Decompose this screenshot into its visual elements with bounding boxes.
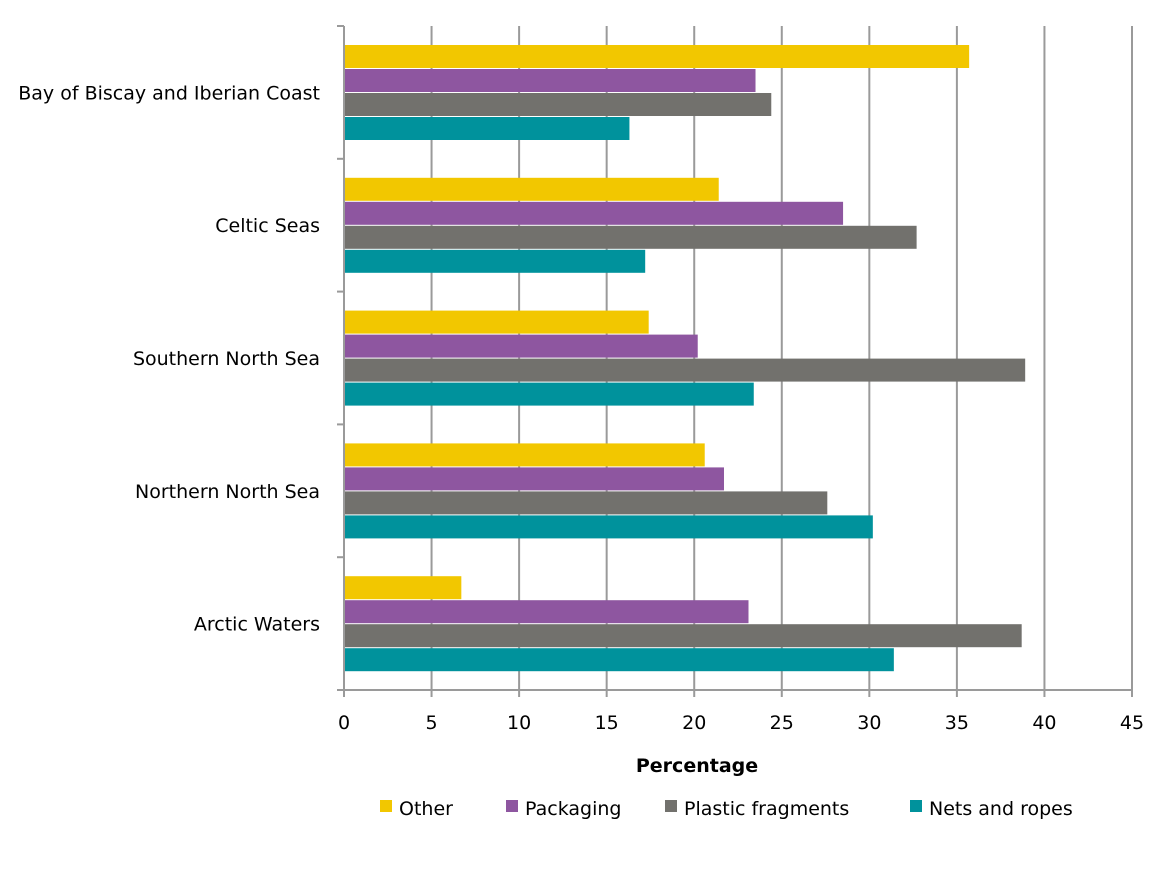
x-tick-label: 35 <box>945 712 969 734</box>
bar-plastic-fragments <box>345 358 1026 382</box>
legend-label: Other <box>399 798 453 820</box>
bar-nets-and-ropes <box>345 648 894 672</box>
bar-packaging <box>345 201 844 225</box>
legend-swatch <box>910 800 922 812</box>
x-axis-title: Percentage <box>636 755 758 777</box>
bar-nets-and-ropes <box>345 515 873 539</box>
legend-swatch <box>380 800 392 812</box>
bar-packaging <box>345 467 724 491</box>
category-label: Celtic Seas <box>215 215 320 237</box>
x-tick-labels: 0 5 10 15 20 25 30 35 40 45 <box>338 712 1144 734</box>
bar-nets-and-ropes <box>345 117 630 140</box>
bar-other <box>345 310 649 334</box>
bar-nets-and-ropes <box>345 249 646 273</box>
legend-label: Plastic fragments <box>684 798 849 820</box>
category-label: Southern North Sea <box>133 348 320 370</box>
bars <box>345 45 1026 672</box>
bar-packaging <box>345 69 756 92</box>
bar-nets-and-ropes <box>345 382 754 406</box>
bar-plastic-fragments <box>345 225 917 249</box>
legend-swatch <box>665 800 677 812</box>
bar-other <box>345 45 970 68</box>
bar-packaging <box>345 334 698 358</box>
bar-plastic-fragments <box>345 491 828 515</box>
legend-swatch <box>506 800 518 812</box>
x-tick-label: 5 <box>426 712 438 734</box>
bar-other <box>345 443 705 467</box>
legend-label: Packaging <box>525 798 621 820</box>
legend: Other Packaging Plastic fragments Nets and … <box>380 798 1073 820</box>
bar-other <box>345 576 462 600</box>
x-tick-label: 30 <box>857 712 881 734</box>
x-tick-label: 10 <box>507 712 531 734</box>
bar-packaging <box>345 600 749 624</box>
bar-plastic-fragments <box>345 93 772 116</box>
category-label: Northern North Sea <box>135 481 320 503</box>
x-tick-label: 40 <box>1032 712 1056 734</box>
x-tick-label: 15 <box>595 712 619 734</box>
x-tick-label: 20 <box>682 712 706 734</box>
x-tick-label: 25 <box>770 712 794 734</box>
x-tick-label: 45 <box>1120 712 1144 734</box>
x-tick-label: 0 <box>338 712 350 734</box>
bar-other <box>345 177 719 201</box>
category-label: Arctic Waters <box>194 614 320 636</box>
bar-plastic-fragments <box>345 624 1022 648</box>
category-label: Bay of Biscay and Iberian Coast <box>18 82 320 104</box>
axes <box>337 25 1133 697</box>
legend-label: Nets and ropes <box>929 798 1073 820</box>
y-category-labels: Bay of Biscay and Iberian Coast Celtic Se… <box>18 82 320 635</box>
